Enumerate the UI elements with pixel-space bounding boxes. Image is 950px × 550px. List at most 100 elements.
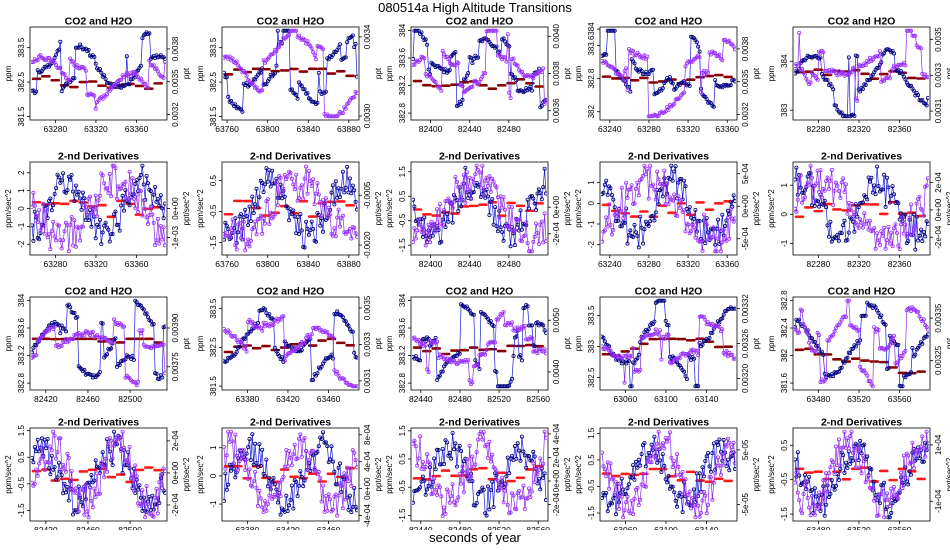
h2o-point [103, 456, 108, 461]
x-tick-label: 63320 [84, 124, 108, 134]
h2o-point [318, 199, 323, 204]
h2o-point [231, 334, 236, 339]
h2o-point [696, 503, 701, 508]
h2o-point [845, 72, 850, 77]
y-axis-label: ppm [767, 65, 776, 81]
co2-point [684, 376, 689, 381]
h2o-point [501, 500, 506, 505]
co2-point [670, 81, 675, 86]
co2-point [144, 173, 149, 178]
co2-point [471, 189, 476, 194]
h2o-point [708, 475, 713, 480]
co2-point [794, 457, 797, 462]
h2o-point [38, 457, 43, 462]
h2o-point [93, 494, 98, 499]
co2-point [824, 205, 829, 210]
co2-point [485, 484, 490, 489]
h2o-point [236, 467, 241, 472]
h2o-point [134, 383, 139, 388]
co2-point [509, 72, 514, 77]
co2-point [512, 75, 517, 80]
h2o-point [660, 183, 665, 188]
co2-point [624, 206, 629, 211]
co2-point [267, 312, 272, 317]
h2o-point [494, 469, 499, 474]
co2-point [819, 492, 824, 497]
h2o-point [926, 447, 929, 452]
co2-point [707, 464, 712, 469]
co2-point [534, 207, 539, 212]
x-tick-label: 82280 [807, 259, 831, 269]
h2o-point [336, 493, 341, 498]
h2o-point [802, 195, 807, 200]
h2o-point [673, 473, 678, 478]
co2-point [869, 175, 874, 180]
co2-point [634, 230, 639, 235]
h2o-point [427, 461, 432, 466]
co2-point [137, 176, 142, 181]
co2-point [660, 452, 665, 457]
h2o-point [460, 182, 465, 187]
h2o-point [913, 33, 918, 38]
y2-axis-label: ppt [563, 337, 572, 349]
co2-point [923, 334, 928, 339]
plot-frame [410, 427, 549, 522]
h2o-point [653, 327, 658, 332]
h2o-point [541, 66, 546, 71]
x-tick-label: 63520 [847, 525, 871, 530]
h2o-point [229, 429, 234, 434]
h2o-point [538, 456, 543, 461]
h2o-point [892, 484, 897, 489]
h2o-point [717, 52, 722, 57]
h2o-point [638, 367, 643, 372]
h2o-point [145, 85, 150, 90]
co2-point [827, 234, 832, 239]
co2-point [883, 322, 888, 327]
series-area [31, 163, 166, 254]
h2o-point [288, 170, 293, 175]
h2o-point [309, 183, 314, 188]
h2o-point [143, 515, 148, 520]
co2-point [831, 87, 836, 92]
h2o-point [130, 472, 135, 477]
y-tick-label: -1 [209, 500, 218, 508]
co2-point [687, 83, 692, 88]
co2-point [82, 196, 87, 201]
y2-tick-label: 0.0035 [171, 69, 180, 94]
h2o-point [901, 231, 906, 236]
x-tick-label: 63320 [676, 124, 700, 134]
h2o-point [261, 216, 266, 221]
h2o-point [89, 205, 94, 210]
h2o-point [924, 183, 929, 188]
co2-point [635, 233, 640, 238]
co2-point [163, 201, 166, 206]
y-tick-label: 382.8 [398, 373, 407, 394]
h2o-point [463, 200, 468, 205]
h2o-point [865, 477, 870, 482]
co2-point [860, 87, 865, 92]
h2o-point [439, 88, 444, 93]
h2o-point [889, 230, 894, 235]
h2o-point [136, 209, 141, 214]
co2-point [855, 54, 860, 59]
h2o-point [608, 222, 613, 227]
h2o-point [699, 90, 704, 95]
h2o-point [223, 54, 228, 59]
co2-point [311, 377, 316, 382]
h2o-point [32, 481, 37, 486]
h2o-point [442, 207, 447, 212]
h2o-point [105, 186, 110, 191]
co2-point [628, 228, 633, 233]
h2o-point [800, 511, 805, 516]
co2-point [794, 165, 799, 170]
co2-line [412, 303, 547, 387]
co2-point [330, 459, 335, 464]
co2-point [619, 224, 624, 229]
h2o-point [449, 202, 454, 207]
h2o-point [541, 461, 546, 466]
h2o-point [500, 475, 505, 480]
co2-point [628, 89, 633, 94]
h2o-point [71, 337, 76, 342]
co2-point [601, 190, 606, 195]
co2-point [134, 178, 139, 183]
